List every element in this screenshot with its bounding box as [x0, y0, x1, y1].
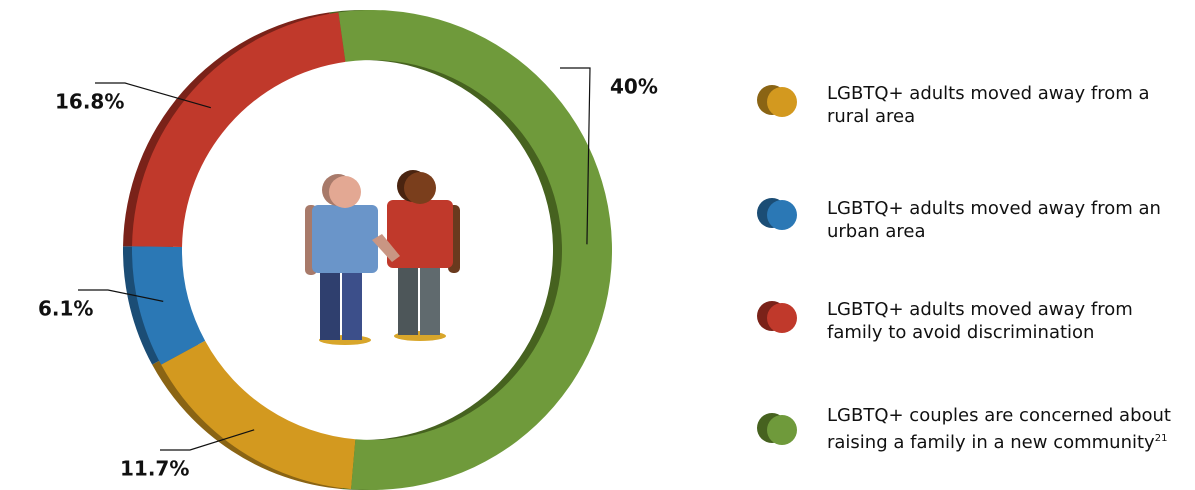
segment [131, 246, 206, 365]
leader-line [78, 289, 164, 302]
legend-text: LGBTQ+ adults moved away from family to … [827, 299, 1133, 343]
people-illustration [305, 170, 460, 345]
footnote-mark: 21 [1154, 433, 1168, 444]
legend-swatch [767, 415, 797, 445]
ring [123, 10, 612, 490]
legend-text: LGBTQ+ adults moved away from a rural ar… [827, 83, 1150, 127]
leader-line [560, 67, 591, 245]
legend-swatch [767, 200, 797, 230]
segment [132, 12, 346, 248]
segment [338, 10, 612, 490]
value-label: 6.1% [38, 297, 93, 321]
leader-line [95, 82, 211, 109]
legend-swatch [767, 87, 797, 117]
segment [161, 340, 356, 490]
legend-text: LGBTQ+ adults moved away from an urban a… [827, 198, 1161, 242]
legend-swatch [767, 303, 797, 333]
legend-text: LGBTQ+ couples are concerned about raisi… [827, 405, 1171, 453]
legend-text: LGBTQ+ couples are concerned about raisi… [827, 404, 1177, 454]
value-label: 40% [610, 75, 658, 99]
value-label: 16.8% [55, 90, 124, 114]
value-label: 11.7% [120, 457, 189, 481]
leader-line [160, 429, 255, 451]
